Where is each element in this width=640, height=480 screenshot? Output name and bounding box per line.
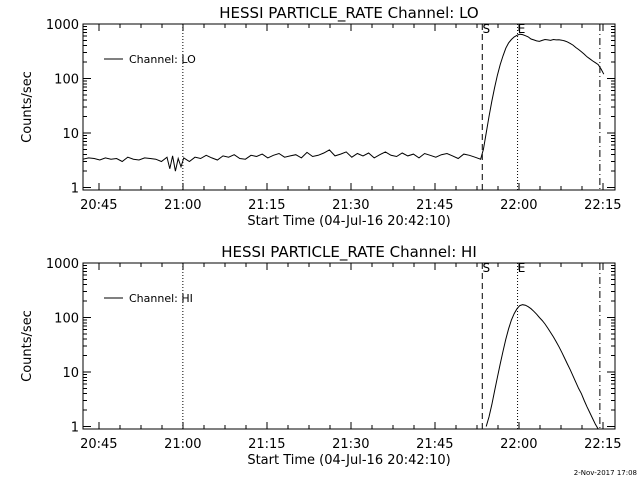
x-tick-label: 21:45 — [416, 437, 453, 452]
marker-label: E — [518, 261, 526, 275]
y-tick-label: 1000 — [46, 257, 79, 272]
x-tick-label: 21:15 — [248, 437, 285, 452]
x-tick-label: 20:45 — [80, 198, 117, 213]
y-tick-label: 10 — [62, 127, 79, 142]
marker-label: S — [482, 22, 490, 36]
x-tick-label: 22:00 — [500, 437, 537, 452]
x-tick-label: 21:00 — [164, 437, 201, 452]
x-tick-label: 22:15 — [584, 198, 621, 213]
x-tick-label: 22:00 — [500, 198, 537, 213]
x-tick-label: 21:00 — [164, 198, 201, 213]
y-tick-label: 1 — [71, 421, 79, 436]
series-line — [485, 304, 599, 430]
footer-timestamp: 2-Nov-2017 17:08 — [574, 469, 637, 477]
y-tick-label: 100 — [54, 312, 79, 327]
x-tick-label: 20:45 — [80, 437, 117, 452]
chart-title: HESSI PARTICLE_RATE Channel: HI — [221, 243, 477, 262]
x-tick-label: 21:30 — [332, 198, 369, 213]
legend-label: Channel: LO — [129, 53, 196, 66]
y-axis-label: Counts/sec — [20, 310, 35, 382]
marker-label: S — [482, 261, 490, 275]
series-line — [82, 33, 605, 172]
plot-frame — [82, 262, 616, 430]
x-axis-label: Start Time (04-Jul-16 20:42:10) — [247, 214, 450, 229]
y-tick-label: 1000 — [46, 18, 79, 33]
legend-label: Channel: HI — [129, 292, 193, 305]
marker-label: E — [518, 22, 526, 36]
x-tick-label: 22:15 — [584, 437, 621, 452]
chart-title: HESSI PARTICLE_RATE Channel: LO — [219, 4, 478, 23]
x-tick-label: 21:15 — [248, 198, 285, 213]
plot-frame — [82, 23, 616, 191]
y-axis-label: Counts/sec — [20, 71, 35, 143]
y-tick-label: 100 — [54, 73, 79, 88]
x-tick-label: 21:45 — [416, 198, 453, 213]
y-tick-label: 1 — [71, 182, 79, 197]
x-tick-label: 21:30 — [332, 437, 369, 452]
y-tick-label: 10 — [62, 366, 79, 381]
x-axis-label: Start Time (04-Jul-16 20:42:10) — [247, 453, 450, 468]
